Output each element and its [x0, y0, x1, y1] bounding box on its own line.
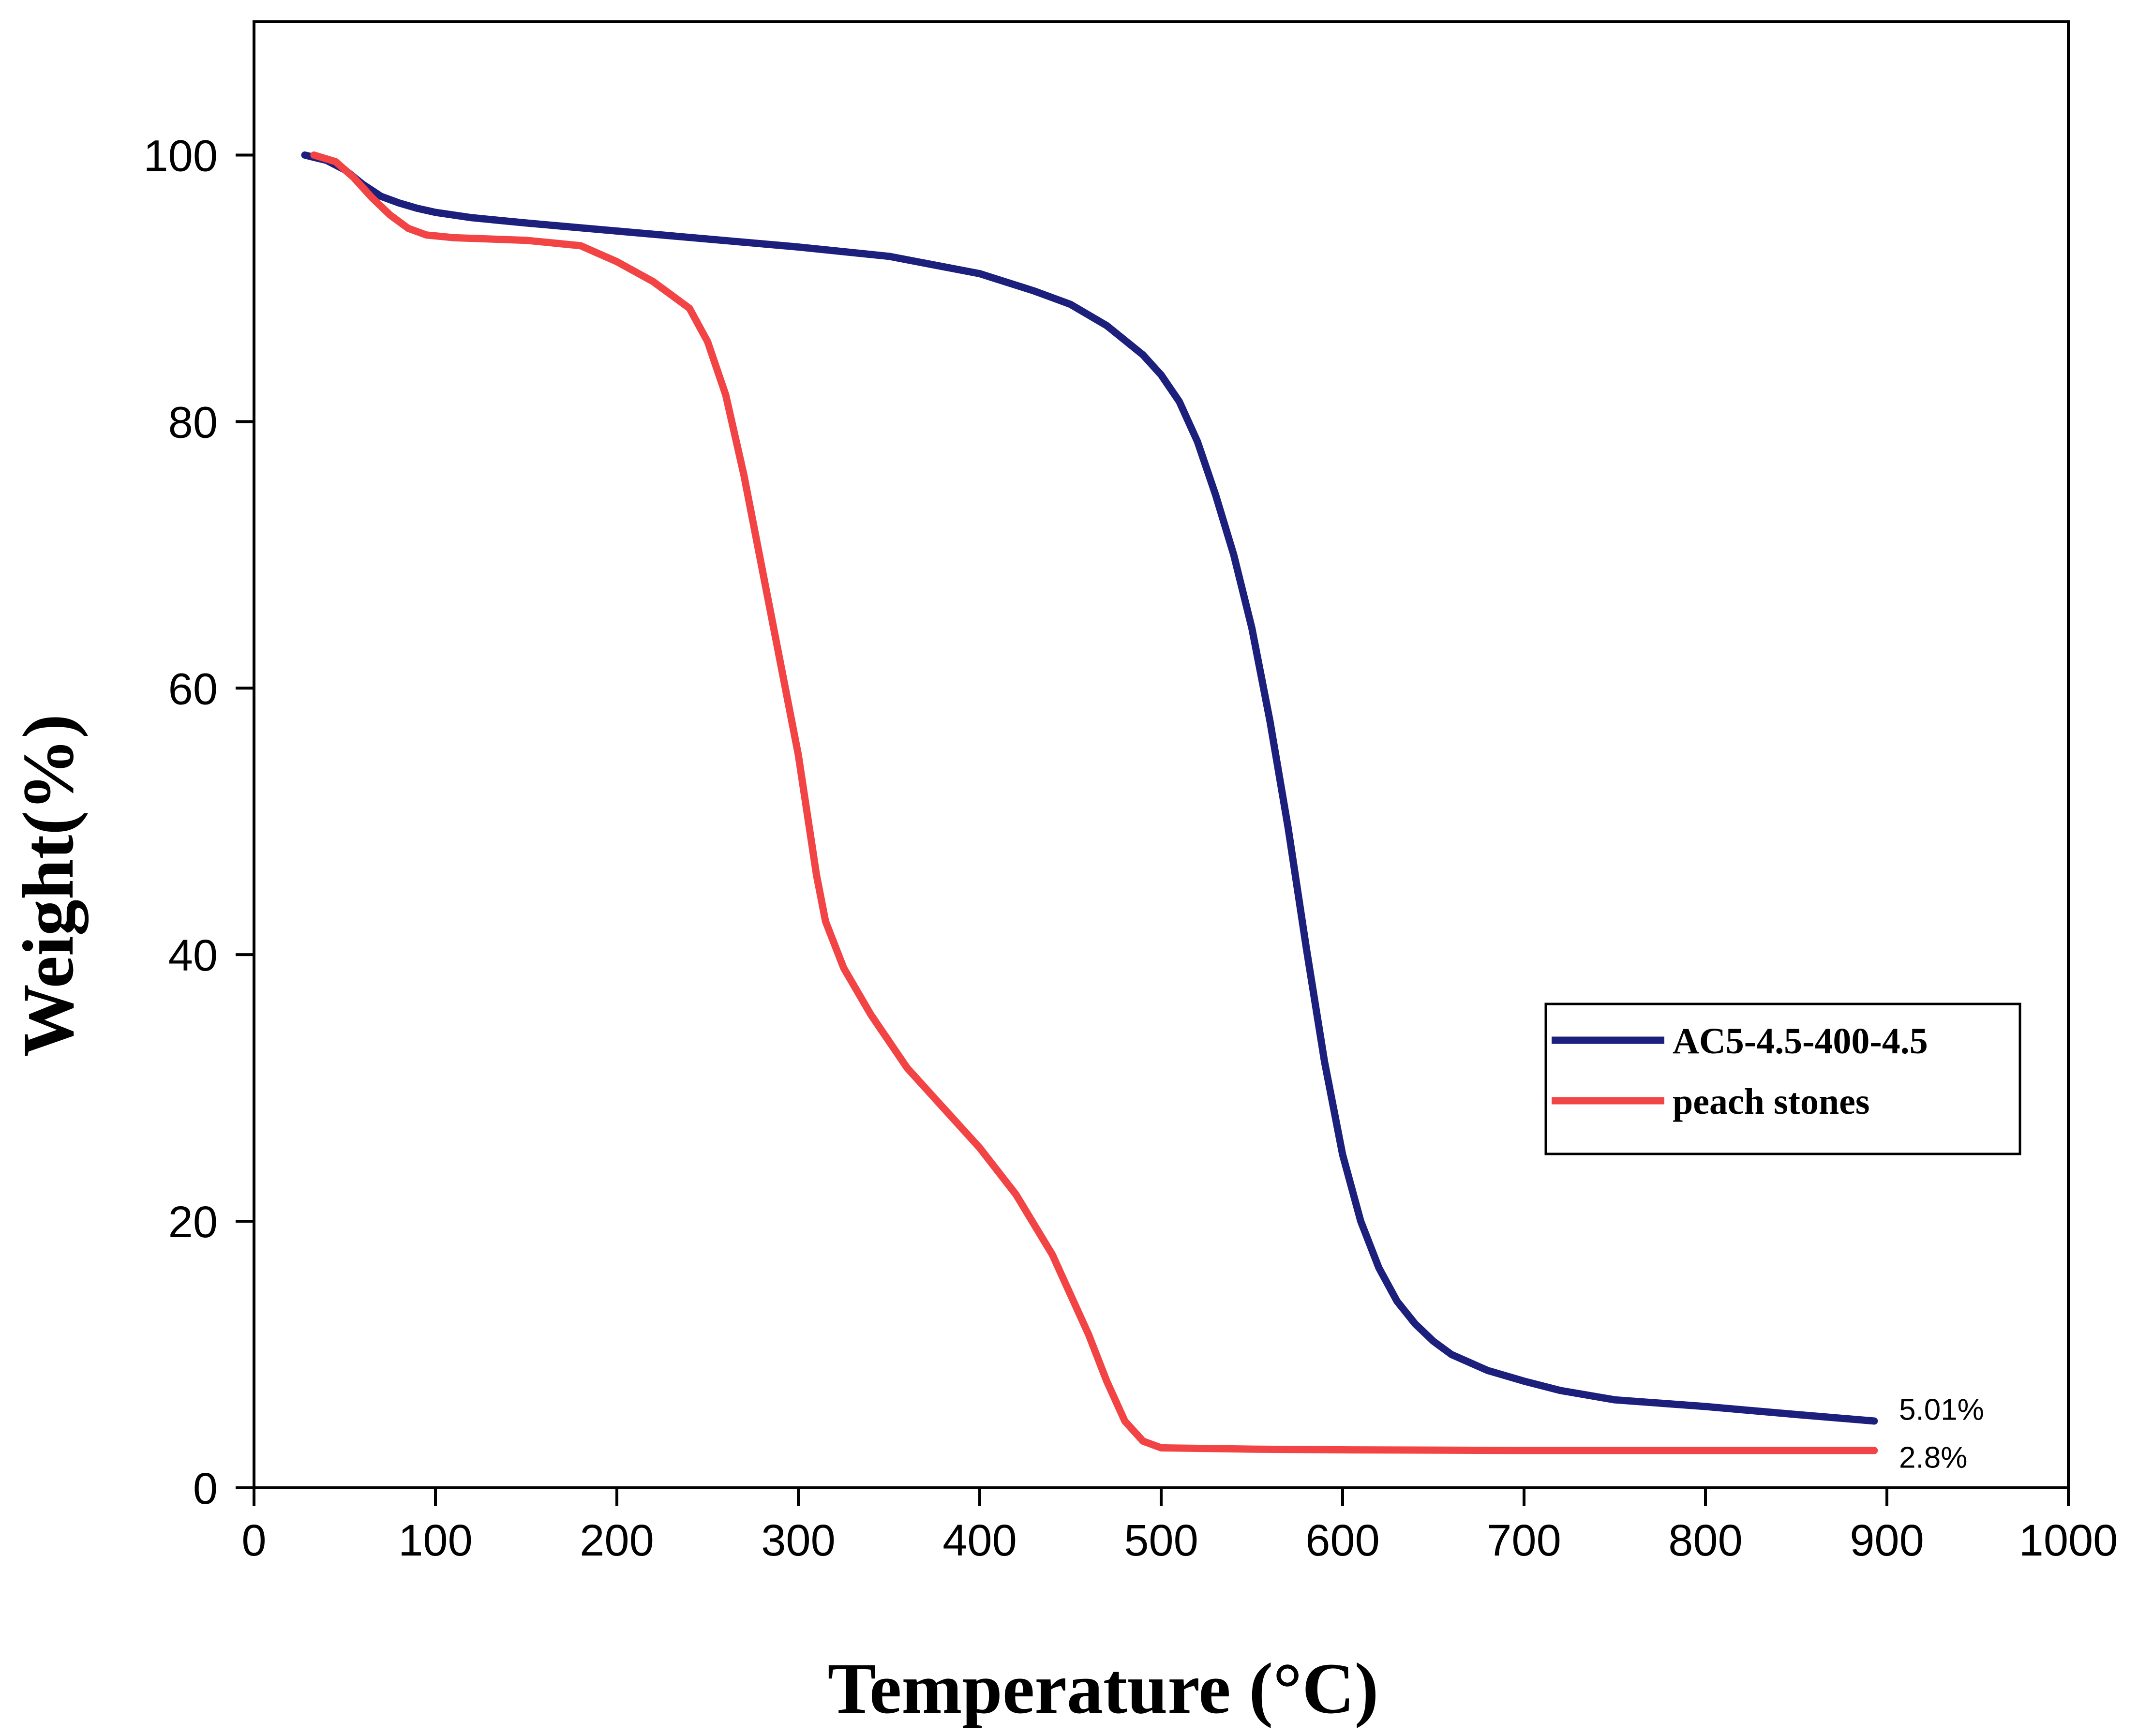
legend: AC5-4.5-400-4.5 peach stones — [1544, 1003, 2021, 1155]
series-line-ac5 — [301, 151, 1878, 1425]
x-tick-label: 1000 — [2019, 1516, 2118, 1565]
y-tick-label: 20 — [168, 1197, 218, 1247]
series-line-peach-stones — [310, 151, 1878, 1454]
end-value-annotation: 2.8% — [1899, 1441, 1967, 1475]
axes-layer: 0 100 200 300 400 500 600 700 800 900 1000 0 20 40 60 8… — [144, 131, 2118, 1565]
y-tick-label: 100 — [144, 131, 218, 180]
y-tick-label: 40 — [168, 931, 218, 980]
x-tick-label: 600 — [1305, 1516, 1380, 1565]
legend-label: AC5-4.5-400-4.5 — [1673, 1021, 1928, 1062]
y-tick-label: 60 — [168, 664, 218, 714]
x-tick-label: 0 — [241, 1516, 266, 1565]
x-axis-title: Temperature (°C) — [828, 1648, 1379, 1729]
series-layer — [301, 151, 1878, 1454]
y-tick-label: 80 — [168, 398, 218, 447]
legend-label: peach stones — [1673, 1081, 1869, 1122]
x-tick-label: 100 — [398, 1516, 473, 1565]
x-tick-label: 700 — [1487, 1516, 1561, 1565]
x-tick-label: 800 — [1668, 1516, 1743, 1565]
y-tick-label: 0 — [193, 1464, 218, 1513]
x-tick-label: 400 — [942, 1516, 1017, 1565]
x-tick-label: 200 — [580, 1516, 654, 1565]
x-tick-label: 900 — [1850, 1516, 1924, 1565]
x-tick-label: 300 — [761, 1516, 836, 1565]
y-axis-title: Weight(%) — [8, 714, 89, 1057]
x-tick-label: 500 — [1124, 1516, 1198, 1565]
end-value-annotation: 5.01% — [1899, 1393, 1984, 1426]
annotations: 5.01% 2.8% — [1899, 1393, 1984, 1474]
legend-box — [1544, 1003, 2021, 1155]
